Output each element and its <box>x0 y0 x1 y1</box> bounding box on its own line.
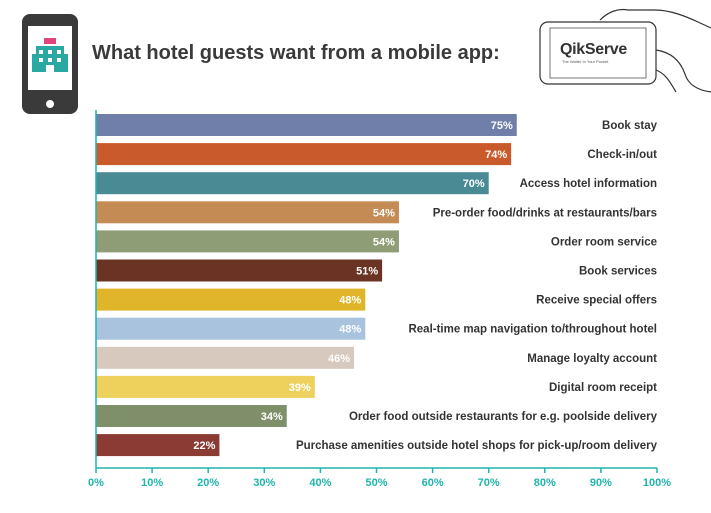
x-tick-label: 50% <box>365 477 387 489</box>
bar-value-label: 54% <box>373 236 395 248</box>
bar-value-label: 70% <box>463 178 485 190</box>
page-title: What hotel guests want from a mobile app… <box>92 42 500 64</box>
bar-value-label: 39% <box>289 382 311 394</box>
bar <box>96 114 517 136</box>
category-label: Real-time map navigation to/throughout h… <box>408 324 657 336</box>
hotel-phone-icon <box>22 14 78 114</box>
x-tick-label: 70% <box>478 477 500 489</box>
bar-value-label: 46% <box>328 353 350 365</box>
x-tick-label: 10% <box>141 477 163 489</box>
bar <box>96 346 355 369</box>
x-tick-label: 80% <box>534 477 556 489</box>
qikserve-logo: QikServe <box>560 41 627 58</box>
x-tick-label: 30% <box>253 477 275 489</box>
x-tick-label: 40% <box>309 477 331 489</box>
x-tick-label: 0% <box>88 477 104 489</box>
bar <box>96 434 220 457</box>
qikserve-tagline: The Waiter In Your Pocket <box>562 59 609 64</box>
bar-value-label: 51% <box>356 266 378 278</box>
bar <box>96 259 383 282</box>
bar <box>96 201 399 224</box>
category-label: Order food outside restaurants for e.g. … <box>349 411 658 423</box>
bar-value-label: 22% <box>193 440 215 452</box>
bar-value-label: 48% <box>339 324 361 336</box>
bar <box>96 172 489 195</box>
category-label: Digital room receipt <box>549 382 657 394</box>
bar <box>96 288 366 311</box>
x-tick-label: 100% <box>643 477 671 489</box>
bar <box>96 230 399 253</box>
category-label: Pre-order food/drinks at restaurants/bar… <box>433 207 657 219</box>
bar <box>96 375 315 398</box>
category-label: Access hotel information <box>520 178 657 190</box>
category-label: Purchase amenities outside hotel shops f… <box>296 440 658 452</box>
category-label: Manage loyalty account <box>527 353 657 365</box>
category-label: Receive special offers <box>536 295 657 307</box>
x-tick-label: 20% <box>197 477 219 489</box>
bar <box>96 405 287 427</box>
bar-value-label: 74% <box>485 149 507 161</box>
bar-value-label: 75% <box>491 120 513 132</box>
bar-value-label: 48% <box>339 295 361 307</box>
bar-value-label: 54% <box>373 207 395 219</box>
qikserve-phone-in-hand-icon <box>539 8 711 93</box>
category-label: Check-in/out <box>587 149 657 161</box>
x-tick-label: 90% <box>590 477 612 489</box>
category-label: Book stay <box>602 120 658 132</box>
bar <box>96 317 366 340</box>
x-tick-label: 60% <box>422 477 444 489</box>
category-label: Order room service <box>551 236 657 248</box>
category-label: Book services <box>579 266 657 278</box>
bar-value-label: 34% <box>261 411 283 423</box>
bar <box>96 143 512 166</box>
